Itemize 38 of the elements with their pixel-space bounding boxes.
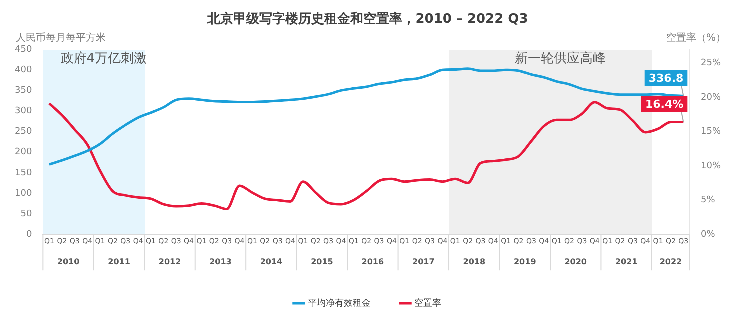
y-tick-label: 400 [14,66,32,76]
y2-tick-label: 25% [700,58,722,69]
legend-label: 空置率 [414,298,442,309]
annotation: 政府4万亿刺激 [60,50,148,66]
y-tick-label: 150 [14,168,32,178]
text: 2011 [108,258,131,267]
y-tick-label: 250 [14,127,32,138]
text: 2017 [412,258,435,267]
y-tick-label: 300 [14,106,32,117]
text: 2013 [210,258,232,267]
y-tick-label: 100 [14,188,32,199]
y2-tick-label: 0% [700,230,716,240]
text: 2012 [158,258,182,267]
text: 2015 [311,258,334,267]
text: 2021 [615,258,638,267]
text: 2018 [463,258,486,267]
y-tick-label: 200 [14,148,32,158]
annotation: 新一轮供应高峰 [514,50,606,66]
y-tick-label: 350 [14,86,32,96]
y-tick-label: 450 [14,44,32,55]
y2-tick-label: 5% [700,196,716,206]
y-tick-label: 50 [20,209,32,220]
y2-axis-title: 空置率（%） [666,32,726,44]
data-label: 336.8 [648,72,684,85]
text: 2019 [514,258,537,267]
data-label: 16.4% [645,98,684,112]
text: 2022 [660,258,682,267]
text: 2014 [260,258,284,267]
y2-tick-label: 15% [700,127,722,138]
y2-tick-label: 10% [700,161,722,172]
y-axis-title: 人民币每月每平方米 [16,32,106,44]
text: 2010 [57,258,80,267]
y2-tick-label: 20% [700,92,722,103]
text: 2020 [564,258,588,267]
chart-title: 北京甲级写字楼历史租金和空置率，2010 – 2022 Q3 [206,11,528,28]
y-tick-label: 0 [26,230,32,240]
text: 2016 [362,258,384,267]
legend-label: 平均净有效租金 [308,298,371,309]
